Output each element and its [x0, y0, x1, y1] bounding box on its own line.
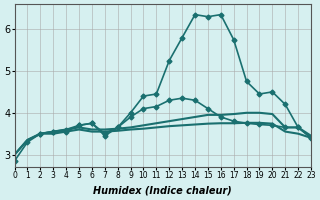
X-axis label: Humidex (Indice chaleur): Humidex (Indice chaleur)	[93, 186, 232, 196]
